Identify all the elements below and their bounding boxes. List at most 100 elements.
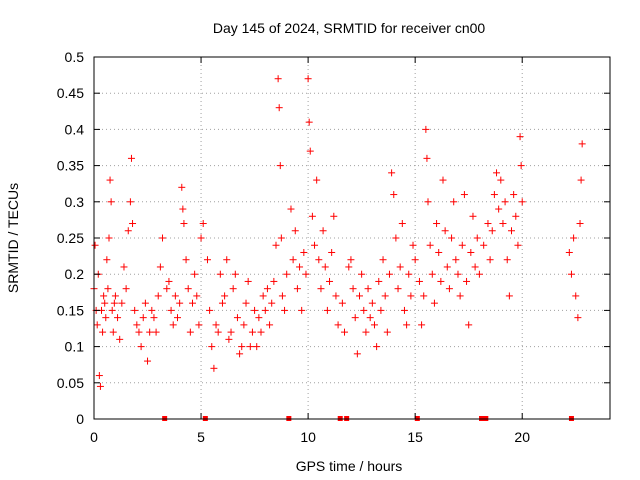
data-point <box>422 125 430 133</box>
data-point <box>261 306 269 314</box>
data-point <box>577 176 585 184</box>
data-point <box>471 263 479 271</box>
data-point <box>246 343 254 351</box>
data-point <box>341 328 349 336</box>
data-point <box>330 212 338 220</box>
data-point <box>96 382 104 390</box>
y-tick-label: 0.1 <box>65 339 85 355</box>
data-point <box>101 299 109 307</box>
data-point <box>229 285 237 293</box>
data-point <box>418 321 426 329</box>
data-point <box>439 176 447 184</box>
data-point <box>106 176 114 184</box>
data-point <box>298 306 306 314</box>
data-point <box>400 306 408 314</box>
data-point <box>102 314 110 322</box>
data-point <box>388 169 396 177</box>
y-tick-label: 0 <box>76 411 84 427</box>
data-point <box>345 263 353 271</box>
data-point <box>480 241 488 249</box>
data-point <box>109 328 117 336</box>
data-point <box>565 248 573 256</box>
data-point <box>272 241 280 249</box>
data-point <box>364 285 372 293</box>
data-point <box>281 306 289 314</box>
x-tick-label: 20 <box>514 429 530 445</box>
data-point <box>266 321 274 329</box>
data-point <box>407 292 415 300</box>
data-point <box>510 191 518 199</box>
data-point <box>231 270 239 278</box>
data-point <box>100 292 108 300</box>
data-point <box>218 299 226 307</box>
data-point <box>268 299 276 307</box>
data-point <box>415 277 423 285</box>
data-point <box>411 256 419 264</box>
data-point <box>126 198 134 206</box>
data-point <box>174 314 182 322</box>
data-point <box>390 191 398 199</box>
data-point <box>133 321 141 329</box>
data-point <box>233 314 241 322</box>
data-point <box>424 198 432 206</box>
data-point <box>270 277 278 285</box>
x-tick-label: 10 <box>300 429 316 445</box>
data-point <box>448 234 456 242</box>
data-point <box>317 285 325 293</box>
data-point <box>169 321 177 329</box>
data-point <box>214 328 222 336</box>
data-point <box>362 328 370 336</box>
data-point <box>490 191 498 199</box>
data-point <box>392 234 400 242</box>
data-point <box>311 241 319 249</box>
data-point <box>180 220 188 228</box>
data-point <box>255 314 263 322</box>
data-point <box>486 256 494 264</box>
data-point <box>437 277 445 285</box>
data-point <box>332 292 340 300</box>
data-point <box>305 118 313 126</box>
data-point <box>259 292 267 300</box>
y-tick-label: 0.25 <box>57 230 84 246</box>
data-point <box>518 198 526 206</box>
data-point <box>240 321 248 329</box>
data-point <box>176 299 184 307</box>
data-point <box>165 277 173 285</box>
data-point <box>283 270 291 278</box>
data-point <box>129 220 137 228</box>
data-point <box>199 220 207 228</box>
data-point <box>326 277 334 285</box>
data-point <box>296 263 304 271</box>
data-point <box>467 248 475 256</box>
data-point <box>578 140 586 148</box>
data-point <box>114 314 122 322</box>
data-point <box>188 299 196 307</box>
data-point <box>124 227 132 235</box>
y-tick-label: 0.05 <box>57 375 84 391</box>
data-point <box>141 299 149 307</box>
data-point <box>248 328 256 336</box>
data-point <box>454 270 462 278</box>
data-point <box>289 256 297 264</box>
data-point <box>242 299 250 307</box>
data-point <box>203 256 211 264</box>
x-tick-label: 15 <box>407 429 423 445</box>
data-point <box>253 343 261 351</box>
data-point <box>495 205 503 213</box>
y-axis-label: SRMTID / TECUs <box>5 183 21 293</box>
data-point <box>131 306 139 314</box>
data-point <box>197 234 205 242</box>
data-point <box>315 256 323 264</box>
data-point <box>375 277 383 285</box>
data-point <box>351 314 359 322</box>
data-point <box>139 314 147 322</box>
data-point <box>148 306 156 314</box>
data-point <box>95 372 103 380</box>
data-point <box>570 234 578 242</box>
data-point <box>93 321 101 329</box>
data-point <box>383 328 391 336</box>
data-point <box>452 256 460 264</box>
data-point <box>423 154 431 162</box>
data-point <box>108 306 116 314</box>
x-tick-label: 5 <box>197 429 205 445</box>
